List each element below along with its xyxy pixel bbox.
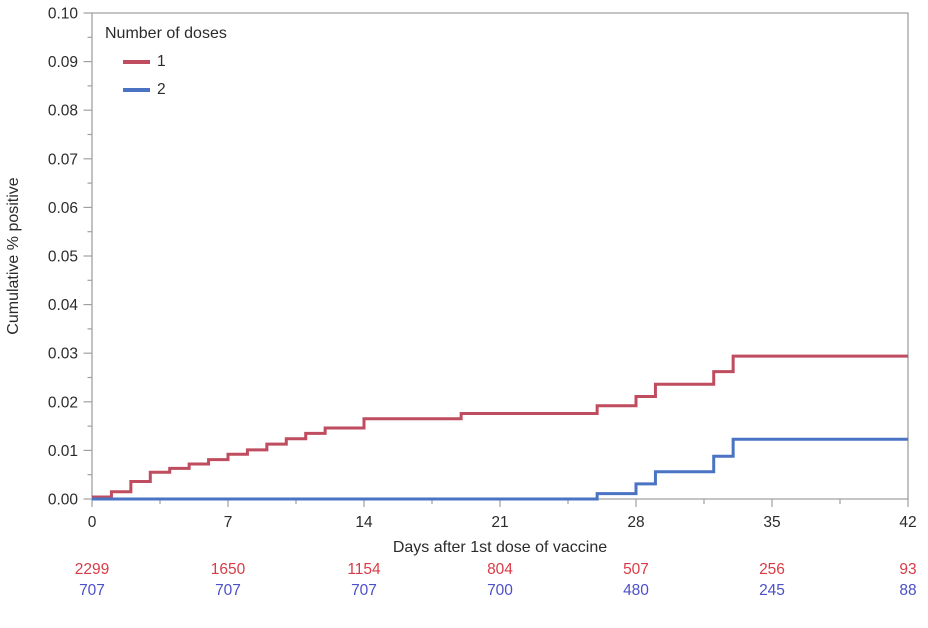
at-risk-value: 804 <box>487 561 513 578</box>
legend-title: Number of doses <box>105 25 227 42</box>
x-tick-label: 21 <box>491 514 508 531</box>
at-risk-row-dose-1: 2299 1650 1154 804 507 256 93 <box>75 561 917 578</box>
plot-frame <box>91 12 909 500</box>
at-risk-row-dose-2: 707 707 707 700 480 245 88 <box>79 582 917 599</box>
legend-label-dose-2: 2 <box>157 80 166 98</box>
at-risk-value: 700 <box>487 582 513 599</box>
at-risk-value: 507 <box>623 561 649 578</box>
y-tick-label: 0.08 <box>48 103 78 120</box>
at-risk-value: 480 <box>623 582 649 599</box>
at-risk-value: 707 <box>215 582 241 599</box>
series-line-dose-1 <box>92 354 908 499</box>
at-risk-table: 2299 1650 1154 804 507 256 93 707 707 707 700 480 24… <box>75 561 917 599</box>
y-tick-label: 0.03 <box>48 346 78 363</box>
at-risk-value: 1650 <box>211 561 246 578</box>
dose-1-line-swatch <box>123 59 150 64</box>
x-tick-label: 42 <box>899 514 916 531</box>
at-risk-value: 88 <box>899 582 916 599</box>
legend-entry-dose-1: 1 <box>105 52 227 71</box>
y-tick-label: 0.07 <box>48 151 78 168</box>
x-tick-label: 28 <box>627 514 644 531</box>
legend-entry-dose-2: 2 <box>105 80 227 99</box>
at-risk-value: 245 <box>759 582 785 599</box>
y-axis: 0.00 0.01 0.02 0.03 0.04 0.05 0.06 0.07 0.08 0.09… <box>48 6 92 509</box>
y-tick-label: 0.00 <box>48 492 79 509</box>
legend: Number of doses 1 2 <box>105 24 227 99</box>
at-risk-value: 256 <box>759 561 785 578</box>
at-risk-value: 2299 <box>75 561 109 578</box>
x-tick-label: 14 <box>355 514 373 531</box>
y-tick-label: 0.02 <box>48 394 78 411</box>
dose-2-line-swatch <box>123 87 150 92</box>
y-tick-label: 0.01 <box>48 443 78 460</box>
y-tick-label: 0.04 <box>48 297 79 314</box>
x-axis-title: Days after 1st dose of vaccine <box>392 539 608 556</box>
at-risk-value: 93 <box>899 561 916 578</box>
y-tick-label: 0.05 <box>48 249 78 266</box>
at-risk-value: 1154 <box>347 561 381 578</box>
x-axis: 0 7 14 21 28 35 42 <box>88 499 917 531</box>
x-tick-label: 0 <box>88 514 97 531</box>
y-tick-label: 0.06 <box>48 200 78 217</box>
x-tick-label: 35 <box>763 514 780 531</box>
series-line-dose-2 <box>92 437 908 501</box>
legend-label-dose-1: 1 <box>157 52 166 70</box>
at-risk-value: 707 <box>79 582 105 599</box>
at-risk-value: 707 <box>351 582 377 599</box>
x-tick-label: 7 <box>224 514 233 531</box>
y-axis-title: Cumulative % positive <box>5 177 22 335</box>
y-tick-label: 0.10 <box>48 6 79 23</box>
y-tick-label: 0.09 <box>48 54 78 71</box>
